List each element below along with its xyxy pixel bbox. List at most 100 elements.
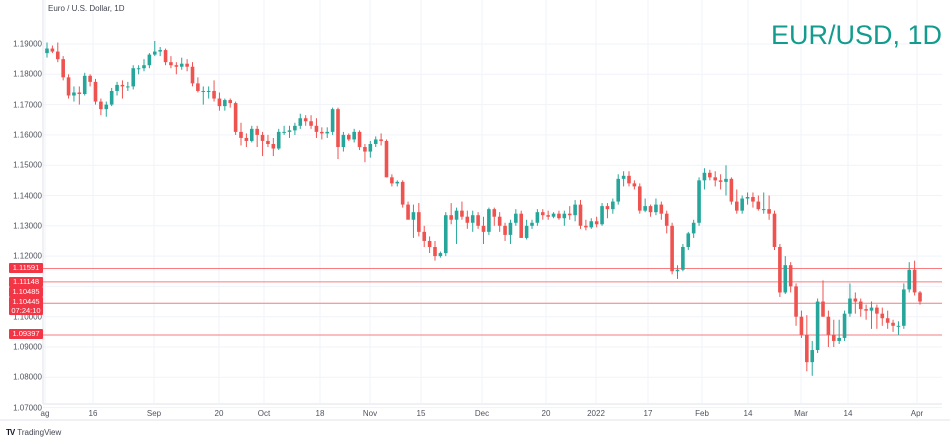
y-tick-label: 1.19000 xyxy=(13,39,42,49)
candle xyxy=(767,195,771,220)
candle xyxy=(266,134,270,148)
footer-branding[interactable]: TV TradingView xyxy=(6,428,61,437)
candle xyxy=(104,101,109,117)
candle xyxy=(115,81,119,96)
y-tick-label: 1.10000 xyxy=(13,312,42,322)
candle xyxy=(708,169,712,181)
candle xyxy=(282,125,286,135)
candle xyxy=(578,200,583,229)
candle xyxy=(438,251,443,258)
candle xyxy=(810,340,815,376)
candle xyxy=(826,310,831,347)
candle xyxy=(82,72,87,96)
y-tick-label: 1.13000 xyxy=(13,221,42,231)
y-tick-label: 1.15000 xyxy=(13,160,42,170)
candle xyxy=(411,204,416,238)
candle xyxy=(831,319,836,347)
candle xyxy=(605,203,610,219)
brand-name: TradingView xyxy=(17,428,62,437)
x-tick-label: 15 xyxy=(416,409,426,418)
candle xyxy=(664,210,669,234)
candle xyxy=(600,203,604,226)
candle xyxy=(45,42,49,58)
candle xyxy=(907,262,912,293)
candle xyxy=(654,198,658,216)
candle xyxy=(330,107,335,135)
candle xyxy=(470,210,475,232)
candle xyxy=(875,304,879,329)
candle xyxy=(433,240,437,261)
price-level-tag: 1.10485 xyxy=(9,287,43,297)
candle xyxy=(896,321,901,335)
candle xyxy=(837,319,841,344)
candle xyxy=(880,307,885,326)
candle xyxy=(244,133,249,148)
candle xyxy=(417,203,421,237)
candle xyxy=(271,137,276,157)
candle xyxy=(756,195,761,211)
candle xyxy=(551,212,556,219)
candle xyxy=(276,128,281,151)
candle xyxy=(406,201,410,220)
candle xyxy=(109,87,114,107)
candle xyxy=(163,48,168,66)
candle xyxy=(788,262,793,293)
candle xyxy=(147,53,152,69)
candle xyxy=(460,201,464,220)
candle xyxy=(357,130,362,151)
candle xyxy=(702,168,707,190)
x-tick-label: Apr xyxy=(910,409,924,418)
candle xyxy=(126,81,130,91)
candle xyxy=(363,143,367,163)
candle xyxy=(303,115,308,126)
candle xyxy=(352,128,356,143)
candle xyxy=(740,195,744,214)
candle xyxy=(848,283,852,317)
candle xyxy=(379,133,383,146)
x-tick-label: Oct xyxy=(257,409,271,418)
candle xyxy=(233,101,238,135)
symbol-description: Euro / U.S. Dollar, 1D xyxy=(48,4,125,13)
candle xyxy=(93,78,98,105)
candle xyxy=(794,283,798,326)
candle xyxy=(540,209,545,220)
candle xyxy=(390,174,394,187)
candle xyxy=(336,107,340,160)
candle xyxy=(61,56,65,81)
candle xyxy=(443,212,448,257)
candle xyxy=(185,59,189,72)
candle xyxy=(422,225,427,248)
x-tick-label: Sep xyxy=(146,409,162,418)
x-tick-label: Dec xyxy=(474,409,490,418)
candle xyxy=(201,86,206,105)
candle xyxy=(373,136,378,148)
candle xyxy=(778,243,782,298)
candle xyxy=(659,201,664,220)
candle xyxy=(643,198,647,213)
candle xyxy=(314,118,319,138)
candle xyxy=(152,40,157,57)
candle xyxy=(249,125,254,143)
candle xyxy=(346,133,351,141)
candle xyxy=(400,180,405,208)
candle xyxy=(681,243,685,272)
candle xyxy=(384,139,389,178)
last-price-tag: 1.10445 07:24:10 xyxy=(9,297,43,315)
candle xyxy=(697,177,701,226)
candle xyxy=(497,212,502,232)
candle xyxy=(309,115,313,129)
candle xyxy=(223,98,227,111)
candle xyxy=(72,86,76,102)
x-tick-label: Nov xyxy=(362,409,378,418)
x-tick-label: 20 xyxy=(214,409,224,418)
candle xyxy=(169,56,173,69)
candle xyxy=(772,210,777,251)
candle xyxy=(190,62,195,87)
candle xyxy=(783,256,788,294)
candle xyxy=(487,207,491,235)
candle xyxy=(632,180,637,190)
candle xyxy=(805,315,809,372)
price-level-tag: 1.11591 xyxy=(9,263,43,273)
